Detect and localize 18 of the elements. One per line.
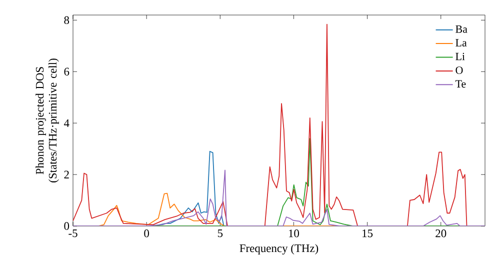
legend-label: La: [456, 39, 467, 46]
y-tick-label: 4: [64, 119, 70, 127]
legend-label: Li: [456, 52, 465, 60]
x-axis-title: Frequency (THz): [240, 244, 318, 255]
x-tick-label: 20: [436, 230, 446, 238]
y-tick-label: 8: [64, 16, 70, 24]
y-tick-label: 6: [64, 68, 70, 76]
legend-label: O: [456, 66, 463, 74]
x-tick-label: 10: [288, 230, 300, 238]
y-tick-label: 2: [64, 170, 69, 178]
y-tick-label: 0: [64, 222, 70, 230]
legend-label: Te: [455, 80, 466, 88]
x-tick-label: 5: [218, 230, 223, 238]
x-tick-label: -5: [68, 230, 78, 238]
legend-label: Ba: [456, 26, 468, 33]
x-tick-label: 15: [362, 230, 373, 238]
x-tick-label: 0: [144, 230, 150, 238]
y-axis-title: Phonon projected DOS (States/THz·primitive cell): [36, 58, 59, 182]
